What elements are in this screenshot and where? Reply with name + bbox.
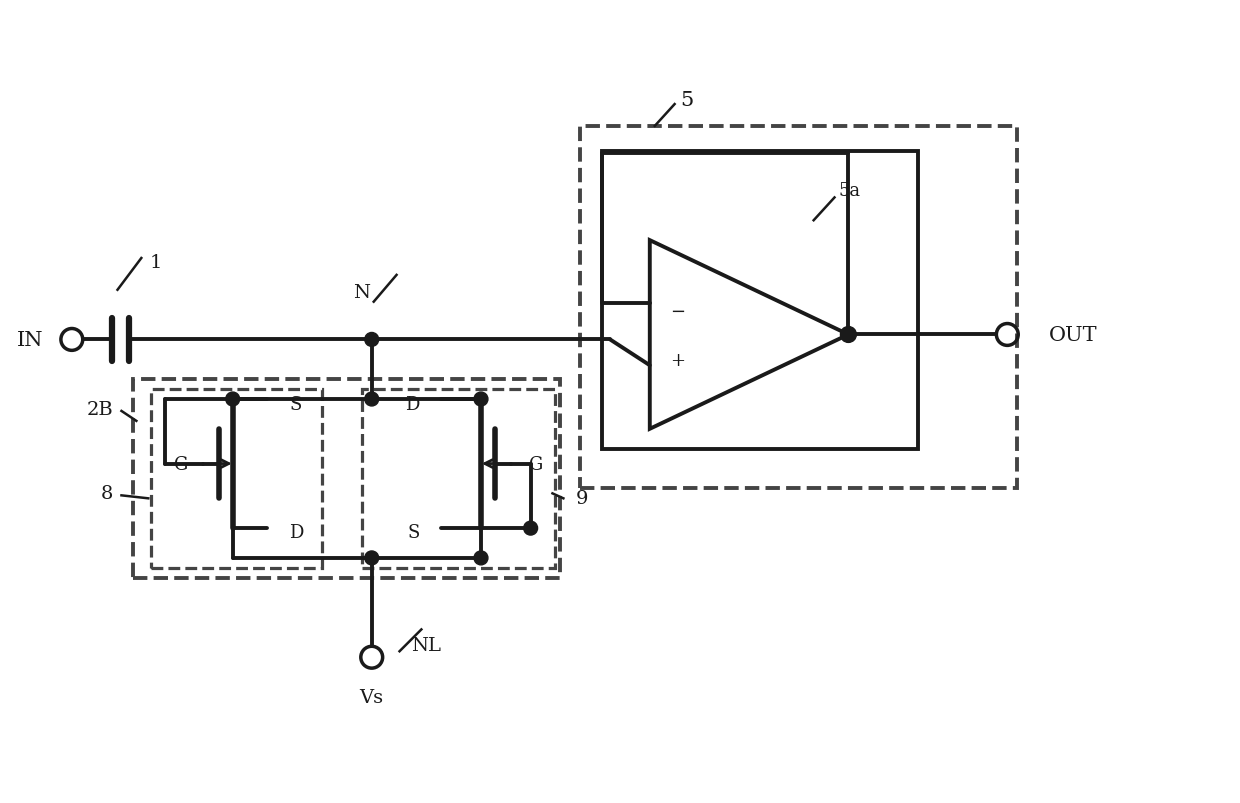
Circle shape — [365, 393, 378, 406]
Text: Vs: Vs — [360, 688, 384, 706]
Text: OUT: OUT — [1049, 325, 1097, 344]
Circle shape — [841, 327, 857, 343]
Bar — [580, 127, 1017, 489]
Circle shape — [365, 552, 378, 565]
Text: IN: IN — [17, 331, 43, 349]
Text: 8: 8 — [102, 485, 114, 503]
Circle shape — [226, 393, 239, 406]
Text: 1: 1 — [149, 254, 161, 271]
Circle shape — [365, 333, 378, 347]
Text: D: D — [289, 524, 304, 541]
Text: G: G — [528, 455, 543, 473]
Bar — [134, 380, 560, 578]
Text: 9: 9 — [575, 490, 588, 507]
Text: S: S — [407, 524, 419, 541]
Text: N: N — [353, 283, 371, 301]
Text: 5a: 5a — [838, 182, 861, 200]
Text: D: D — [405, 396, 419, 414]
Text: +: + — [670, 352, 684, 370]
Text: 2B: 2B — [87, 401, 114, 418]
Text: G: G — [174, 455, 188, 473]
Bar — [603, 152, 918, 449]
Bar — [362, 389, 556, 569]
Text: NL: NL — [412, 637, 441, 654]
Text: 5: 5 — [680, 91, 693, 109]
Text: −: − — [670, 302, 686, 320]
Circle shape — [474, 552, 487, 565]
Circle shape — [474, 393, 487, 406]
Bar — [151, 389, 322, 569]
Text: S: S — [289, 396, 301, 414]
Circle shape — [523, 521, 538, 536]
